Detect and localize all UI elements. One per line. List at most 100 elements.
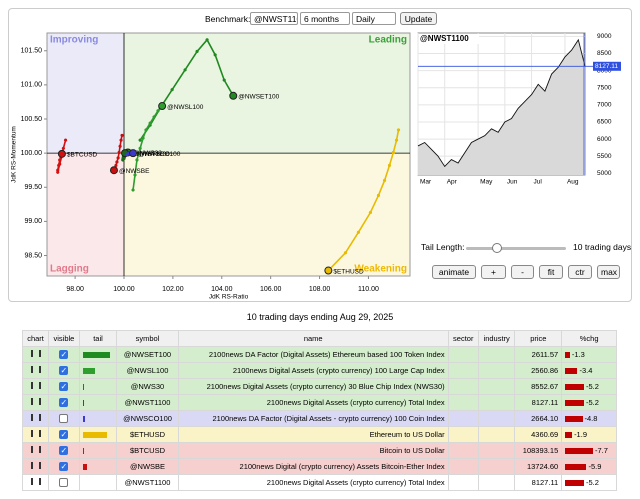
tail-point: [118, 144, 122, 148]
industry-cell: [477, 458, 516, 475]
symbol-cell: @NWS30: [116, 378, 179, 395]
sector-cell: [447, 362, 479, 379]
symbol-cell: @NWST1100: [116, 394, 179, 411]
table-row: ✓ $ETHUSD Ethereum to US Dollar 4360.69 -1.9: [21, 426, 617, 443]
tail-point: [63, 138, 68, 142]
slider-thumb[interactable]: [492, 243, 502, 253]
tail-point: [135, 158, 139, 162]
tail-cell: [78, 458, 118, 475]
price-cell: 8127.11: [514, 394, 563, 411]
tail-point: [116, 156, 120, 160]
chart-icon[interactable]: [30, 398, 41, 405]
panel: [8, 8, 632, 302]
name-cell: Bitcoin to US Dollar: [177, 442, 449, 459]
tail-point: [138, 138, 142, 142]
checkbox[interactable]: ✓: [59, 446, 69, 456]
checkbox[interactable]: [59, 478, 69, 488]
chart-icon[interactable]: [30, 446, 41, 453]
visible-cell: ✓: [48, 378, 80, 395]
checkbox[interactable]: ✓: [59, 430, 69, 440]
visible-cell: ✓: [48, 362, 80, 379]
y-tick-label: 5000: [597, 170, 612, 177]
chart-icon[interactable]: [30, 382, 41, 389]
period-select[interactable]: 6 months: [300, 12, 350, 25]
tail-bar: [82, 384, 85, 391]
checkbox[interactable]: ✓: [59, 462, 69, 472]
chart-icon[interactable]: [30, 366, 41, 373]
table-row: @NWSCO100 2100news DA Factor (Digital Ass…: [21, 410, 617, 427]
button[interactable]: +: [481, 265, 506, 279]
name-cell: 2100news Digital (crypto currency) Asset…: [177, 458, 449, 475]
name-cell: 2100news Digital Assets (crypto currency…: [177, 378, 449, 395]
tail-slider[interactable]: [466, 243, 566, 253]
visible-cell: ✓: [48, 458, 80, 475]
table-row: ✓ @NWST1100 2100news Digital Assets (crypt…: [21, 394, 617, 411]
button[interactable]: ctr: [568, 265, 592, 279]
tail-cell: [78, 474, 118, 491]
price-title: @NWST1100: [420, 34, 469, 43]
button[interactable]: animate: [432, 265, 476, 279]
head-point: [229, 91, 238, 100]
chart-cell: [21, 458, 50, 475]
industry-cell: [477, 378, 516, 395]
chart-cell: [21, 346, 50, 363]
checkbox[interactable]: ✓: [59, 350, 69, 360]
visible-cell: ✓: [48, 394, 80, 411]
chart-icon[interactable]: [30, 462, 41, 469]
column-header: sector: [447, 330, 479, 347]
checkbox[interactable]: ✓: [59, 366, 69, 376]
chart-icon[interactable]: [30, 350, 41, 357]
frequency-select[interactable]: Daily: [352, 12, 396, 25]
tail-point: [343, 251, 348, 255]
tail-point: [58, 158, 62, 162]
column-header: chart: [21, 330, 50, 347]
price-title-bg: [419, 34, 479, 44]
checkbox[interactable]: ✓: [59, 398, 69, 408]
series-label: @NWSL100: [167, 104, 204, 111]
button[interactable]: fit: [539, 265, 563, 279]
charts: Improving Leading Lagging Weakening 98.00 100…: [11, 32, 621, 301]
y-tick-label: 101.50: [21, 48, 43, 55]
y-tick-label: 7000: [597, 102, 612, 109]
y-tick-label: 98.50: [24, 252, 42, 259]
tail-cell: [78, 394, 118, 411]
button[interactable]: -: [511, 265, 534, 279]
tail-point: [213, 53, 217, 57]
chg-value: -5.2: [585, 382, 599, 391]
checkbox[interactable]: [59, 414, 69, 424]
quadrant-label: Lagging: [50, 264, 89, 275]
series-label: @NWSBE: [119, 168, 150, 175]
tail-cell: [78, 410, 118, 427]
industry-cell: [477, 442, 516, 459]
checkbox[interactable]: ✓: [59, 382, 69, 392]
column-header: visible: [48, 330, 80, 347]
chart-cell: [21, 410, 50, 427]
benchmark-input[interactable]: @NWST1100: [250, 12, 298, 25]
head-point: [57, 149, 66, 158]
price-cell: 4360.69: [514, 426, 563, 443]
update-button[interactable]: Update: [400, 12, 437, 25]
table: chart visible tail symbol name sector industry…: [21, 330, 617, 491]
name-cell: 2100news Digital Assets (crypto currency…: [177, 474, 449, 491]
chart-icon[interactable]: [30, 414, 41, 421]
chart-icon[interactable]: [30, 430, 41, 437]
tail-cell: [78, 378, 118, 395]
x-tick-label: 106.00: [260, 286, 282, 293]
chg-value: -1.9: [574, 430, 587, 439]
tail-point: [222, 78, 226, 82]
button[interactable]: max: [597, 265, 620, 279]
last-price-label: 8127.11: [595, 63, 618, 70]
chg-bar: [565, 384, 584, 391]
quadrant: [124, 153, 410, 276]
caption: 10 trading days ending Aug 29, 2025: [246, 312, 394, 322]
symbol-cell: @NWST1100: [116, 474, 179, 491]
sector-cell: [447, 394, 479, 411]
price-cell: 108393.15: [514, 442, 563, 459]
industry-cell: [477, 410, 516, 427]
chg-value: -7.7: [594, 446, 608, 455]
chart-icon[interactable]: [30, 478, 41, 485]
industry-cell: [477, 394, 516, 411]
chg-value: -5.9: [588, 462, 602, 471]
price-cell: 2560.86: [514, 362, 563, 379]
chg-cell: -1.9: [561, 426, 617, 443]
